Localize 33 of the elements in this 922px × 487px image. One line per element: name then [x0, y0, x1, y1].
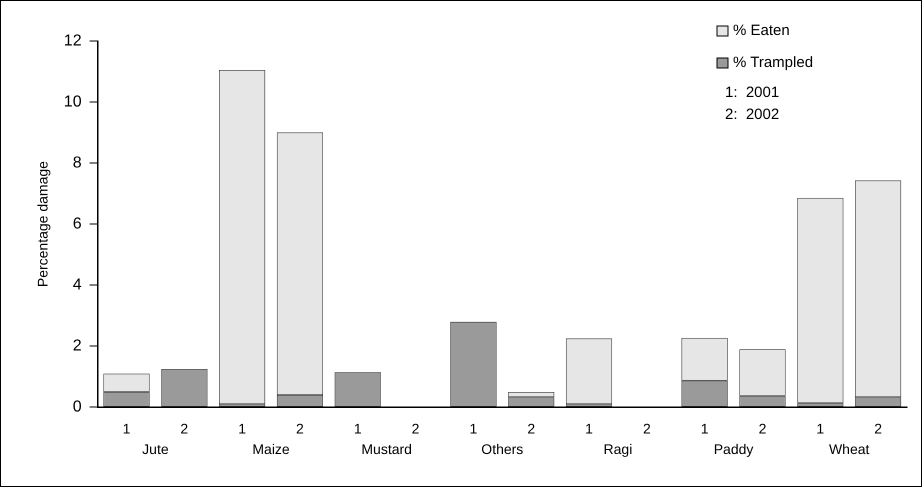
legend-label: % Eaten	[733, 22, 790, 40]
x-tick-label: 1	[122, 420, 131, 436]
y-tick-label: 0	[72, 398, 82, 416]
y-tick-label: 12	[64, 32, 82, 50]
x-tick-label: 2	[180, 420, 188, 436]
x-tick-label: 2	[296, 420, 304, 436]
annotation: 2: 2002	[725, 106, 780, 124]
text: Ragi	[604, 441, 632, 458]
text: Wheat	[828, 441, 870, 458]
x-tick-label: 2	[527, 420, 536, 436]
y-tick-label: 8	[72, 154, 82, 172]
y-tick-label: 2	[72, 338, 82, 355]
x-tick-label: 1	[238, 420, 246, 436]
x-tick-label: 2	[758, 420, 767, 436]
x-tick-label: 1	[354, 420, 362, 436]
text: Paddy	[714, 441, 754, 458]
x-tick-label: 1	[469, 420, 478, 436]
legend-label: % Trampled	[733, 54, 814, 72]
text: Others	[481, 441, 524, 458]
y-tick-label: 10	[64, 93, 82, 110]
text: Maize	[252, 441, 290, 458]
x-tick-label: 2	[642, 420, 651, 436]
text: Mustard	[361, 441, 412, 458]
text: Jute	[142, 441, 169, 458]
x-tick-label: 1	[700, 420, 709, 436]
y-tick-label: 6	[72, 216, 82, 233]
y-tick-label: 4	[72, 276, 82, 294]
x-tick-label: 1	[585, 420, 594, 436]
x-tick-label: 2	[874, 420, 882, 436]
x-tick-label: 1	[816, 420, 824, 436]
y-axis-title: Percentage damage	[34, 160, 50, 288]
x-tick-label: 2	[412, 420, 420, 436]
annotation: 1: 2001	[725, 84, 780, 102]
